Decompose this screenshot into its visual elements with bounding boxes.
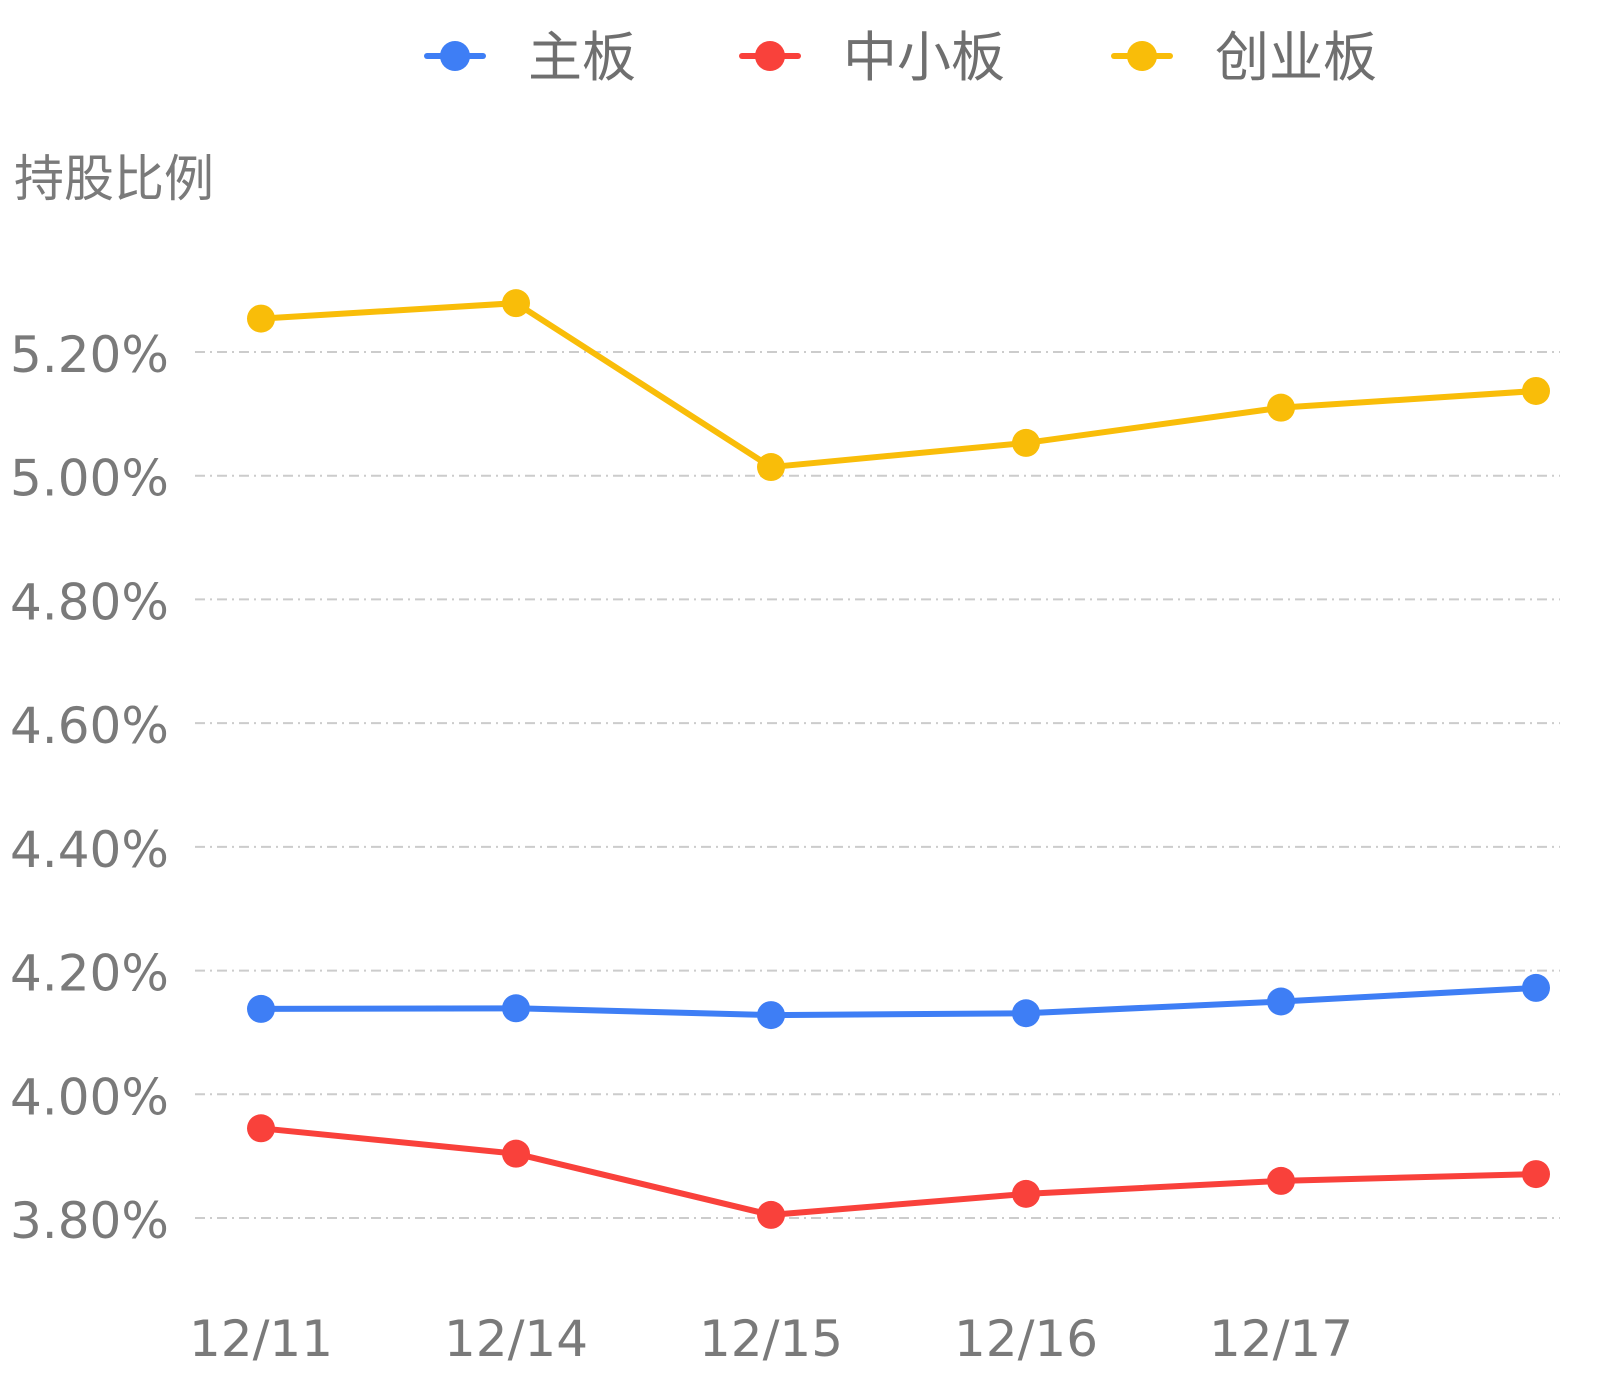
legend-swatch-dot <box>440 41 470 71</box>
data-point <box>1522 973 1550 1002</box>
legend-swatch-dot <box>1127 41 1157 71</box>
x-tick-label: 12/14 <box>444 1310 588 1368</box>
legend-label: 创业板 <box>1215 26 1377 89</box>
data-point <box>247 994 275 1023</box>
data-point <box>1267 987 1295 1016</box>
x-tick-label: 12/15 <box>699 1310 843 1368</box>
x-tick-label: 12/17 <box>1209 1310 1353 1368</box>
y-tick-label: 5.00% <box>10 450 169 508</box>
y-tick-label: 4.60% <box>10 697 169 755</box>
legend-item: 创业板 <box>1111 26 1377 89</box>
y-axis-ticks: 5.20% 5.00% 4.80% 4.60% 4.40% 4.20% 4.00% 3.80% <box>10 326 169 1250</box>
series-line <box>258 984 1539 1019</box>
y-tick-label: 4.00% <box>10 1068 169 1126</box>
data-point <box>1012 1179 1040 1208</box>
legend-label: 主板 <box>528 26 636 89</box>
y-tick-label: 4.80% <box>10 573 169 631</box>
data-point <box>1012 428 1040 457</box>
series-3 <box>247 289 1550 482</box>
data-point <box>1522 1160 1550 1189</box>
x-axis-ticks: 12/11 12/14 12/15 12/16 12/17 <box>189 1310 1353 1368</box>
data-point <box>1012 999 1040 1028</box>
data-point <box>1267 393 1295 422</box>
legend-label: 中小板 <box>843 26 1005 89</box>
data-point <box>757 1200 785 1229</box>
series-1 <box>247 973 1550 1030</box>
data-point <box>1522 376 1550 405</box>
series-line <box>258 1125 1539 1218</box>
legend-item: 中小板 <box>739 26 1005 89</box>
data-point <box>1267 1166 1295 1195</box>
data-point <box>757 1001 785 1030</box>
data-point <box>247 304 275 333</box>
x-tick-label: 12/16 <box>954 1310 1098 1368</box>
data-point <box>502 1139 530 1168</box>
series-line <box>258 300 1539 471</box>
x-tick-label: 12/11 <box>189 1310 333 1368</box>
legend-item: 主板 <box>424 26 636 89</box>
y-tick-label: 3.80% <box>10 1192 169 1250</box>
y-axis-label: 持股比例 <box>14 150 214 208</box>
y-tick-label: 4.40% <box>10 821 169 879</box>
y-tick-label: 5.20% <box>10 326 169 384</box>
grid-lines <box>195 351 1560 1219</box>
data-point <box>502 289 530 318</box>
data-point <box>757 453 785 482</box>
legend: 主板 中小板 创业板 <box>424 26 1377 89</box>
y-tick-label: 4.20% <box>10 945 169 1003</box>
series-group <box>247 289 1550 1229</box>
data-point <box>502 994 530 1023</box>
series-2 <box>247 1114 1550 1229</box>
legend-swatch-dot <box>755 41 785 71</box>
data-point <box>247 1114 275 1143</box>
